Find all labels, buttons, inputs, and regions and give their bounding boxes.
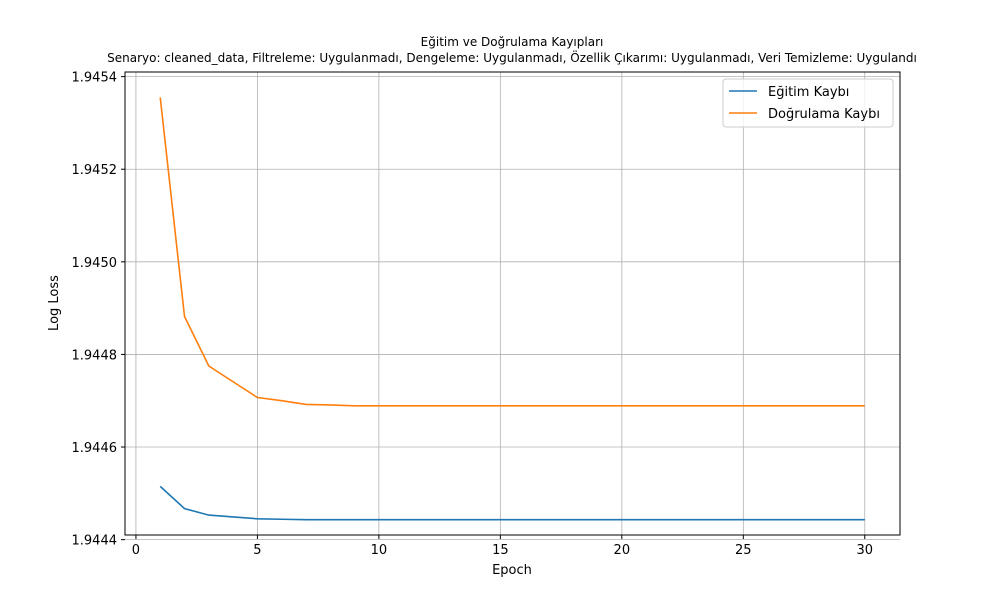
x-tick-label: 20	[614, 543, 631, 558]
y-axis-label: Log Loss	[47, 275, 62, 331]
series-lines	[159, 97, 865, 521]
x-tick-label: 30	[856, 543, 873, 558]
series-line-2	[159, 97, 865, 407]
y-tick-label: 1.9444	[72, 534, 118, 549]
grid-lines	[125, 72, 900, 541]
chart-title: Eğitim ve Doğrulama Kayıpları	[421, 35, 604, 49]
series-line-1	[159, 485, 865, 521]
y-tick-label: 1.9452	[72, 163, 118, 178]
chart-subtitle: Senaryo: cleaned_data, Filtreleme: Uygul…	[107, 49, 917, 65]
y-axis-ticks: 1.9444 1.9446 1.9448 1.9450 1.9452 1.9454	[72, 71, 125, 549]
legend-label-1: Eğitim Kaybı	[768, 85, 849, 100]
x-tick-label: 15	[492, 543, 509, 558]
x-axis-label: Epoch	[492, 563, 532, 578]
y-tick-label: 1.9450	[72, 256, 118, 271]
plot-frame	[124, 71, 901, 536]
y-tick-label: 1.9446	[72, 441, 118, 456]
x-tick-label: 0	[132, 543, 140, 558]
legend-box	[722, 78, 894, 128]
x-axis-ticks: 0 5 10 15 20 25 30	[132, 535, 873, 558]
legend: Eğitim Kaybı Doğrulama Kaybı	[722, 78, 894, 128]
y-tick-label: 1.9454	[72, 71, 118, 86]
x-tick-label: 10	[371, 543, 388, 558]
y-tick-label: 1.9448	[72, 348, 118, 363]
x-tick-label: 25	[735, 543, 752, 558]
x-tick-label: 5	[253, 543, 261, 558]
legend-label-2: Doğrulama Kaybı	[768, 107, 880, 122]
